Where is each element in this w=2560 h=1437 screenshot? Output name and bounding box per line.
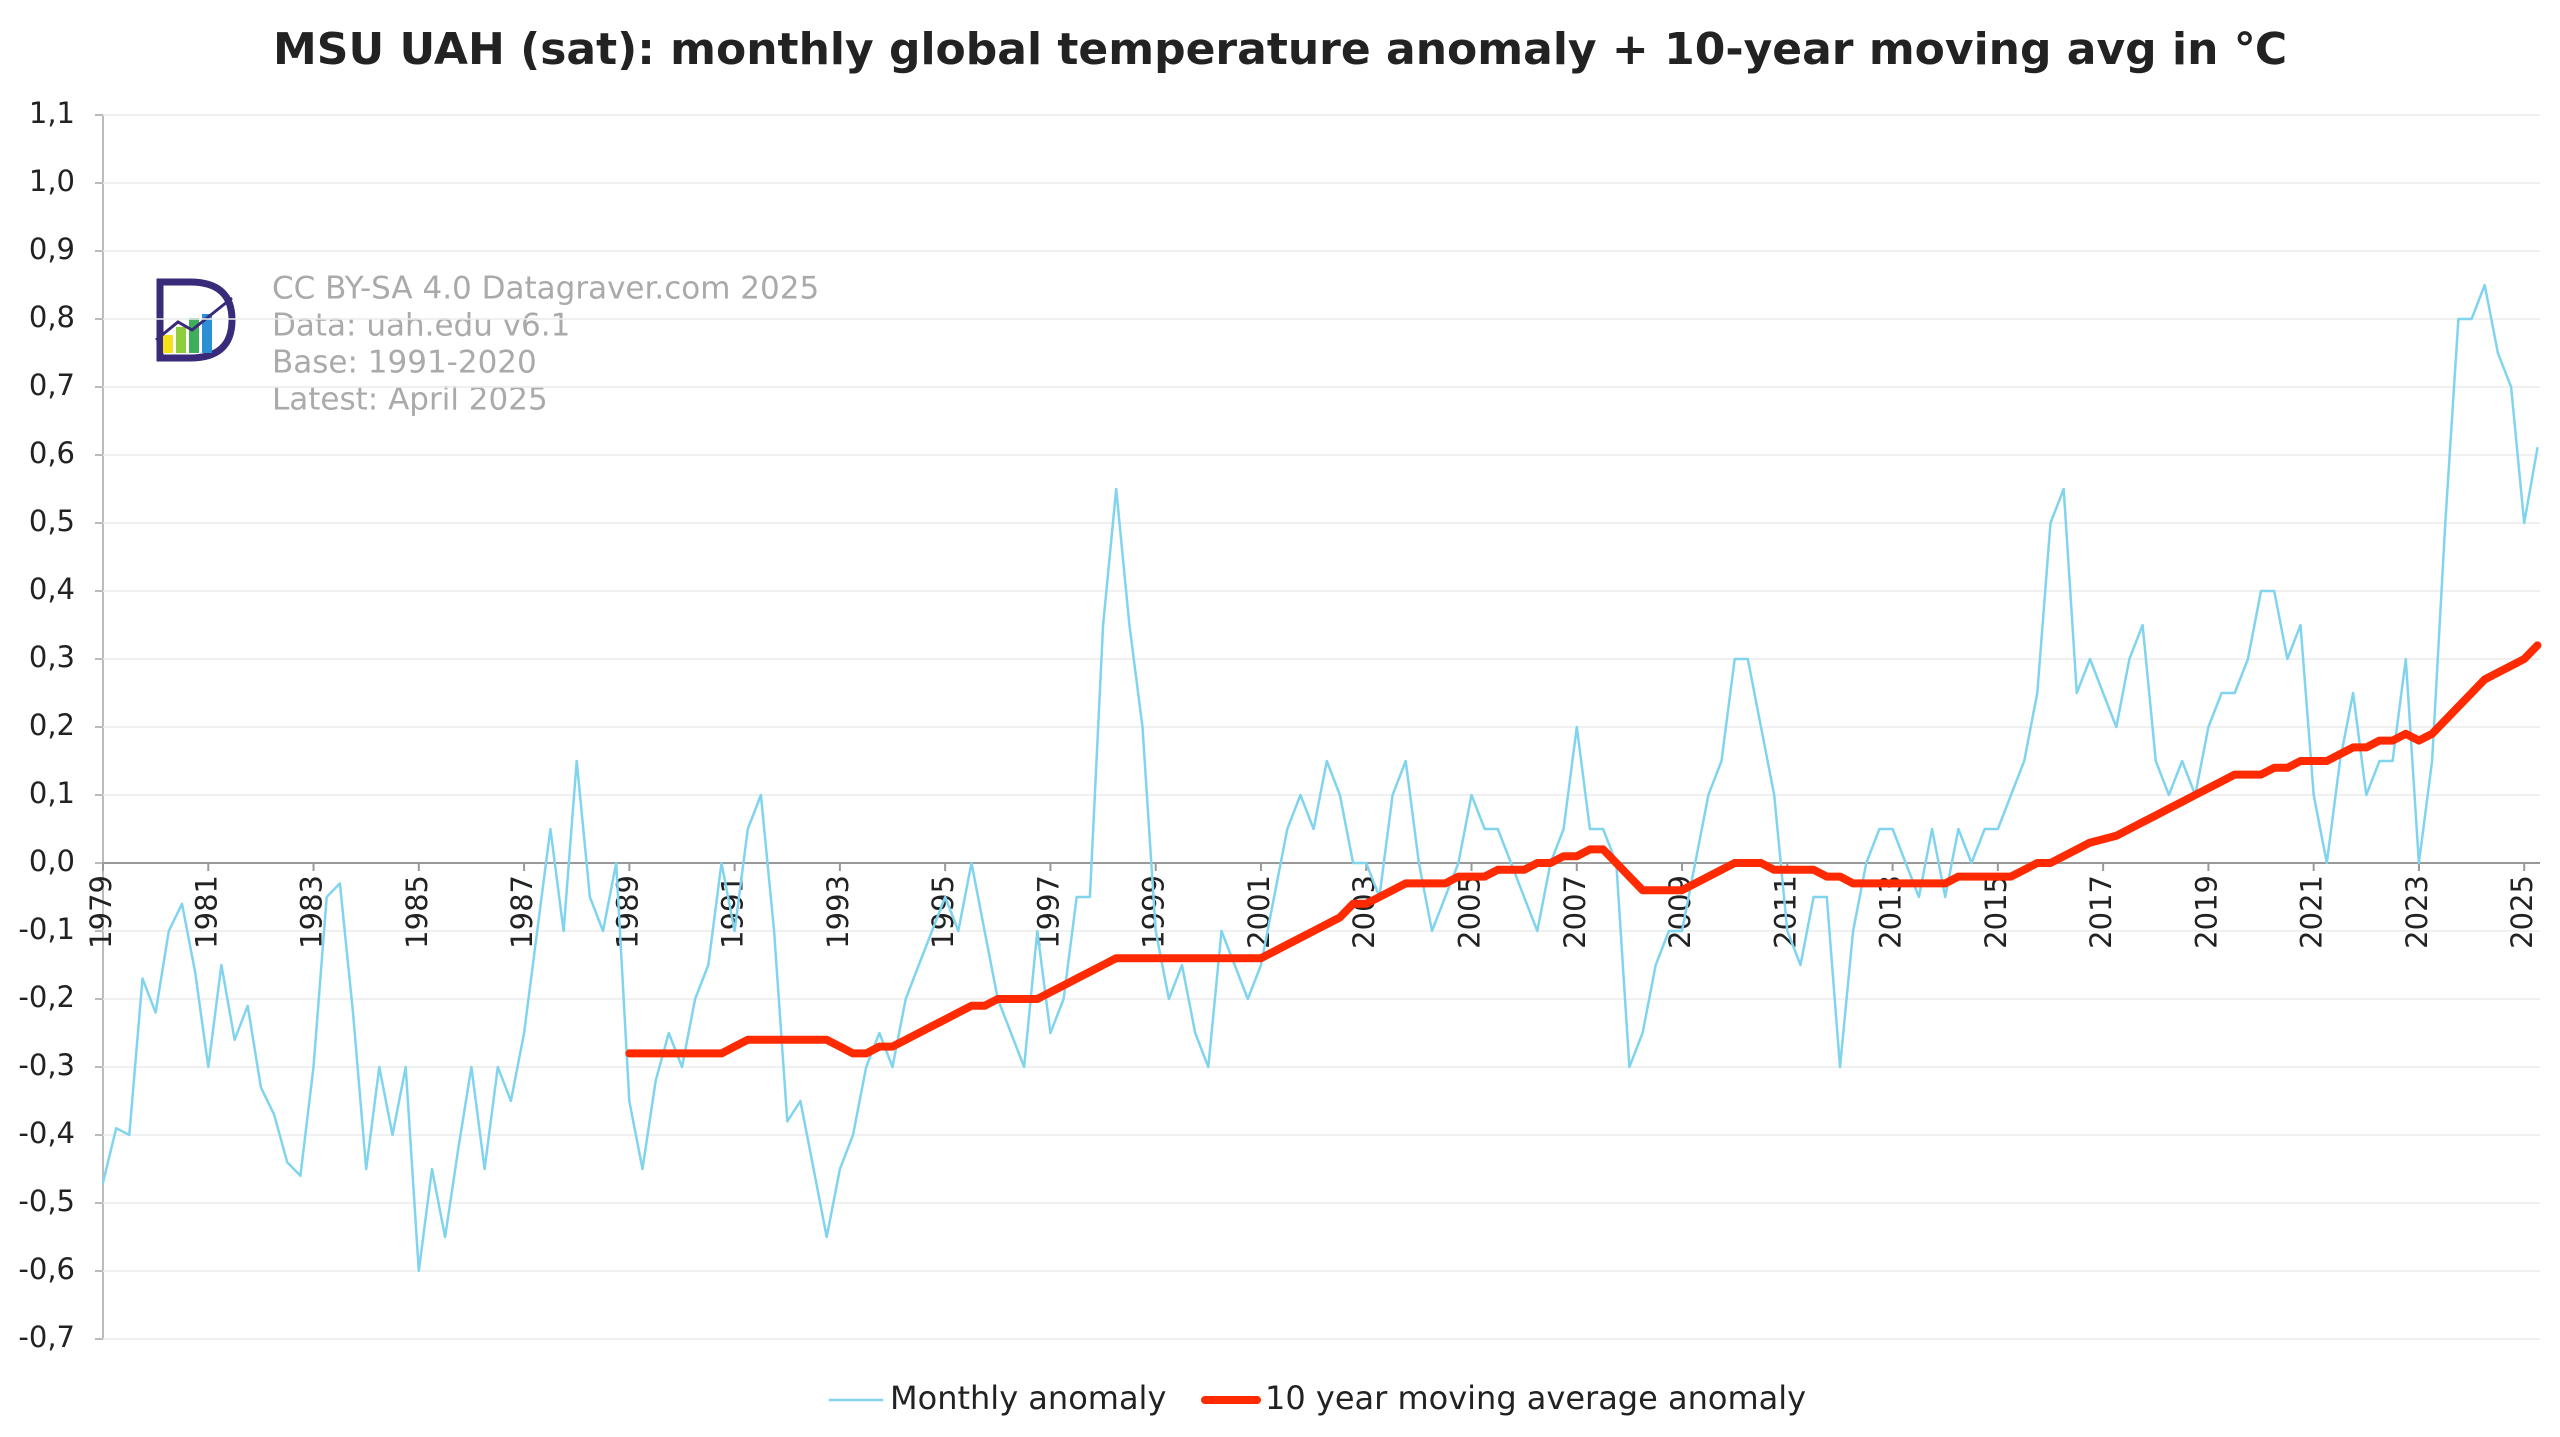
x-tick-label: 1991 <box>716 875 750 949</box>
y-tick-label: -0,5 <box>18 1184 75 1218</box>
data-line <box>101 283 2539 1273</box>
x-tick-label: 1985 <box>400 875 434 949</box>
x-tick-label: 2015 <box>1979 875 2013 949</box>
x-tick-label: 1993 <box>821 875 855 949</box>
chart-title: MSU UAH (sat): monthly global temperatur… <box>273 24 2287 75</box>
x-tick-label: 1981 <box>189 875 223 949</box>
y-tick-label: 0,1 <box>29 776 75 810</box>
x-tick-label: 2007 <box>1558 875 1592 949</box>
x-tick-label: 2021 <box>2295 875 2329 949</box>
y-tick-label: 0,9 <box>29 232 75 266</box>
annotation: Base: 1991-2020 <box>272 345 537 381</box>
x-tick-label: 2019 <box>2189 875 2223 949</box>
y-tick-label: 0,8 <box>29 300 75 334</box>
y-tick-label: 0,3 <box>29 640 75 674</box>
x-tick-label: 2017 <box>2084 875 2118 949</box>
y-tick-label: 1,0 <box>29 164 75 198</box>
y-tick-label: 0,4 <box>29 572 75 606</box>
annotation: CC BY-SA 4.0 Datagraver.com 2025 <box>272 271 819 307</box>
y-tick-label: -0,3 <box>18 1048 75 1082</box>
x-tick-label: 1989 <box>610 875 644 949</box>
x-tick-label: 2023 <box>2400 875 2434 949</box>
x-tick-label: 1979 <box>84 875 118 949</box>
y-tick-label: 0,0 <box>29 844 75 878</box>
x-tick-label: 1987 <box>505 875 539 949</box>
annotation: Data: uah.edu v6.1 <box>272 308 570 344</box>
x-tick-label: 2005 <box>1453 875 1487 949</box>
legend-label: Monthly anomaly <box>890 1379 1166 1417</box>
data-line <box>625 641 2542 1058</box>
legend-label: 10 year moving average anomaly <box>1265 1379 1806 1417</box>
y-tick-label: -0,6 <box>18 1252 75 1286</box>
y-tick-label: 0,6 <box>29 436 75 470</box>
y-tick-label: -0,1 <box>18 912 75 946</box>
logo <box>155 278 236 362</box>
y-tick-label: -0,2 <box>18 980 75 1014</box>
y-tick-label: -0,4 <box>18 1116 75 1150</box>
y-tick-label: 0,2 <box>29 708 75 742</box>
y-tick-label: 0,5 <box>29 504 75 538</box>
x-tick-label: 2025 <box>2505 875 2539 949</box>
x-tick-label: 1995 <box>926 875 960 949</box>
y-tick-label: -0,7 <box>18 1320 75 1354</box>
y-tick-label: 1,1 <box>29 96 75 130</box>
y-tick-label: 0,7 <box>29 368 75 402</box>
